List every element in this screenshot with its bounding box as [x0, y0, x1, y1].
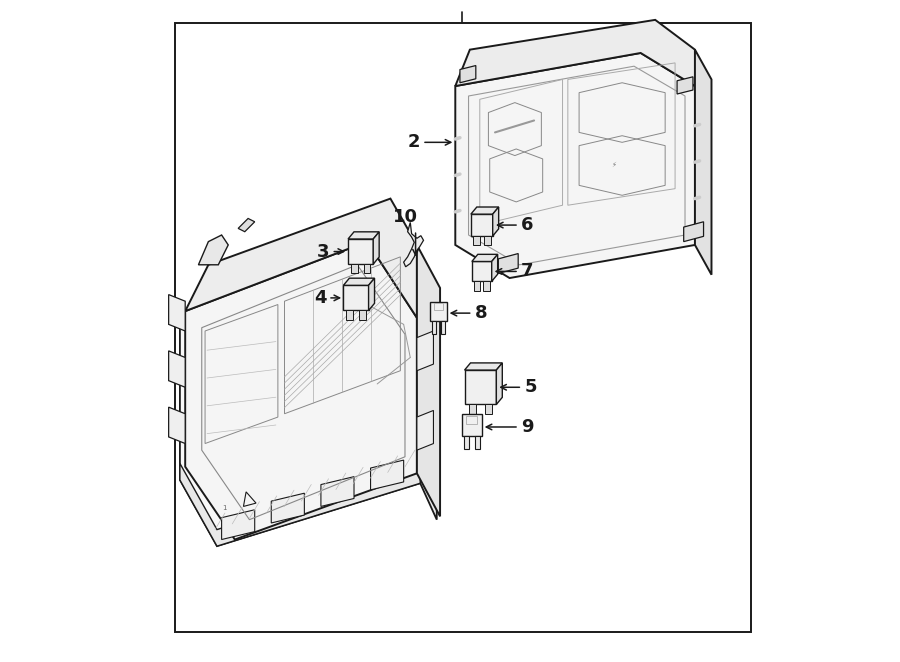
Polygon shape	[374, 232, 379, 264]
Polygon shape	[417, 410, 434, 450]
Polygon shape	[464, 363, 502, 370]
Polygon shape	[492, 207, 499, 236]
Polygon shape	[484, 236, 491, 245]
Polygon shape	[473, 236, 480, 245]
Polygon shape	[168, 407, 185, 444]
Text: 3: 3	[317, 242, 329, 261]
Text: 5: 5	[524, 378, 536, 397]
Polygon shape	[321, 477, 354, 506]
Text: 7: 7	[521, 262, 534, 281]
Polygon shape	[238, 218, 255, 232]
Polygon shape	[471, 214, 492, 236]
Polygon shape	[180, 463, 420, 546]
Polygon shape	[464, 436, 469, 449]
Polygon shape	[404, 222, 424, 267]
Polygon shape	[471, 207, 499, 214]
Polygon shape	[348, 232, 379, 239]
Text: 2: 2	[408, 133, 420, 152]
Polygon shape	[271, 493, 304, 523]
Text: 9: 9	[521, 418, 534, 436]
Polygon shape	[473, 281, 480, 291]
Polygon shape	[185, 242, 417, 540]
Polygon shape	[695, 50, 712, 275]
Polygon shape	[168, 351, 185, 387]
Text: 4: 4	[314, 289, 326, 307]
Text: 8: 8	[474, 304, 487, 322]
Polygon shape	[475, 436, 480, 449]
Polygon shape	[432, 321, 436, 334]
Polygon shape	[369, 278, 374, 310]
Polygon shape	[351, 264, 357, 273]
Polygon shape	[371, 460, 404, 490]
Polygon shape	[485, 404, 491, 414]
Polygon shape	[344, 278, 374, 285]
Polygon shape	[684, 222, 704, 242]
Polygon shape	[168, 295, 185, 331]
Polygon shape	[460, 66, 476, 83]
Text: ⚡: ⚡	[612, 162, 616, 168]
Polygon shape	[462, 414, 482, 436]
Polygon shape	[464, 370, 496, 404]
Polygon shape	[430, 302, 447, 321]
Text: 6: 6	[521, 216, 534, 234]
Polygon shape	[472, 261, 491, 281]
Text: 10: 10	[392, 209, 418, 226]
Polygon shape	[417, 331, 434, 371]
Polygon shape	[359, 310, 365, 320]
Polygon shape	[348, 239, 374, 264]
Polygon shape	[455, 20, 695, 86]
Polygon shape	[417, 245, 440, 516]
Polygon shape	[180, 238, 420, 546]
Polygon shape	[455, 53, 695, 278]
Polygon shape	[499, 254, 518, 273]
Polygon shape	[344, 285, 369, 310]
Polygon shape	[469, 404, 476, 414]
Polygon shape	[420, 314, 436, 520]
Polygon shape	[483, 281, 490, 291]
Polygon shape	[364, 264, 370, 273]
Polygon shape	[496, 363, 502, 404]
Text: 1: 1	[222, 504, 227, 511]
Polygon shape	[472, 254, 498, 261]
Polygon shape	[677, 77, 693, 94]
Polygon shape	[491, 254, 498, 281]
Polygon shape	[221, 510, 255, 540]
Polygon shape	[185, 199, 417, 318]
Polygon shape	[198, 235, 229, 265]
Polygon shape	[346, 310, 353, 320]
Polygon shape	[441, 321, 446, 334]
